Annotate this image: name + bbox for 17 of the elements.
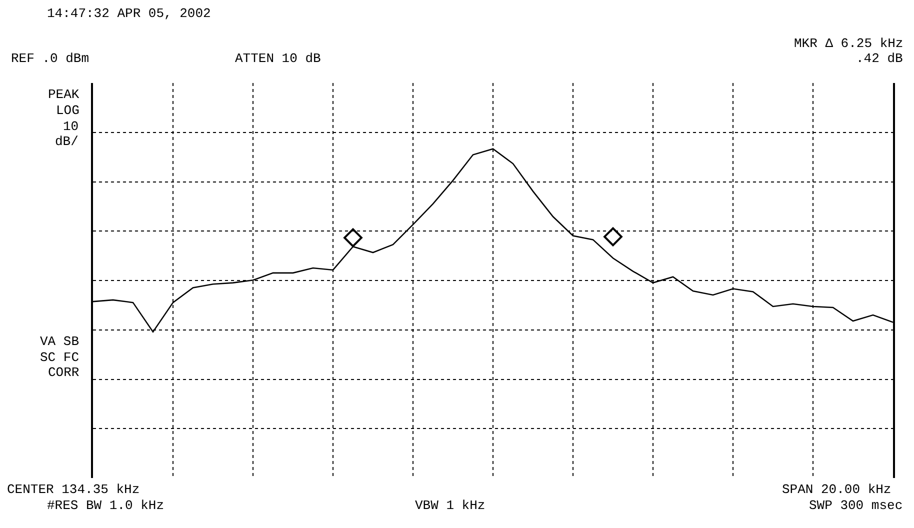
text: .42 dB — [856, 51, 904, 66]
text: VBW 1 kHz — [415, 498, 486, 513]
text: 10 — [63, 119, 79, 134]
text: dB/ — [55, 134, 79, 149]
text: PEAK — [48, 87, 80, 102]
text: REF .0 dBm — [11, 51, 90, 66]
text: CENTER 134.35 kHz — [7, 482, 140, 497]
text: ATTEN 10 dB — [235, 51, 322, 66]
text: SWP 300 msec — [809, 498, 903, 513]
text: SPAN 20.00 kHz — [782, 482, 892, 497]
text: MKR Δ 6.25 kHz — [794, 36, 904, 51]
text: CORR — [48, 365, 80, 380]
text: 14:47:32 APR 05, 2002 — [47, 6, 211, 21]
text: VA SB — [40, 334, 80, 349]
text: SC FC — [40, 350, 80, 365]
text: LOG — [56, 103, 80, 118]
text: #RES BW 1.0 kHz — [47, 498, 164, 513]
